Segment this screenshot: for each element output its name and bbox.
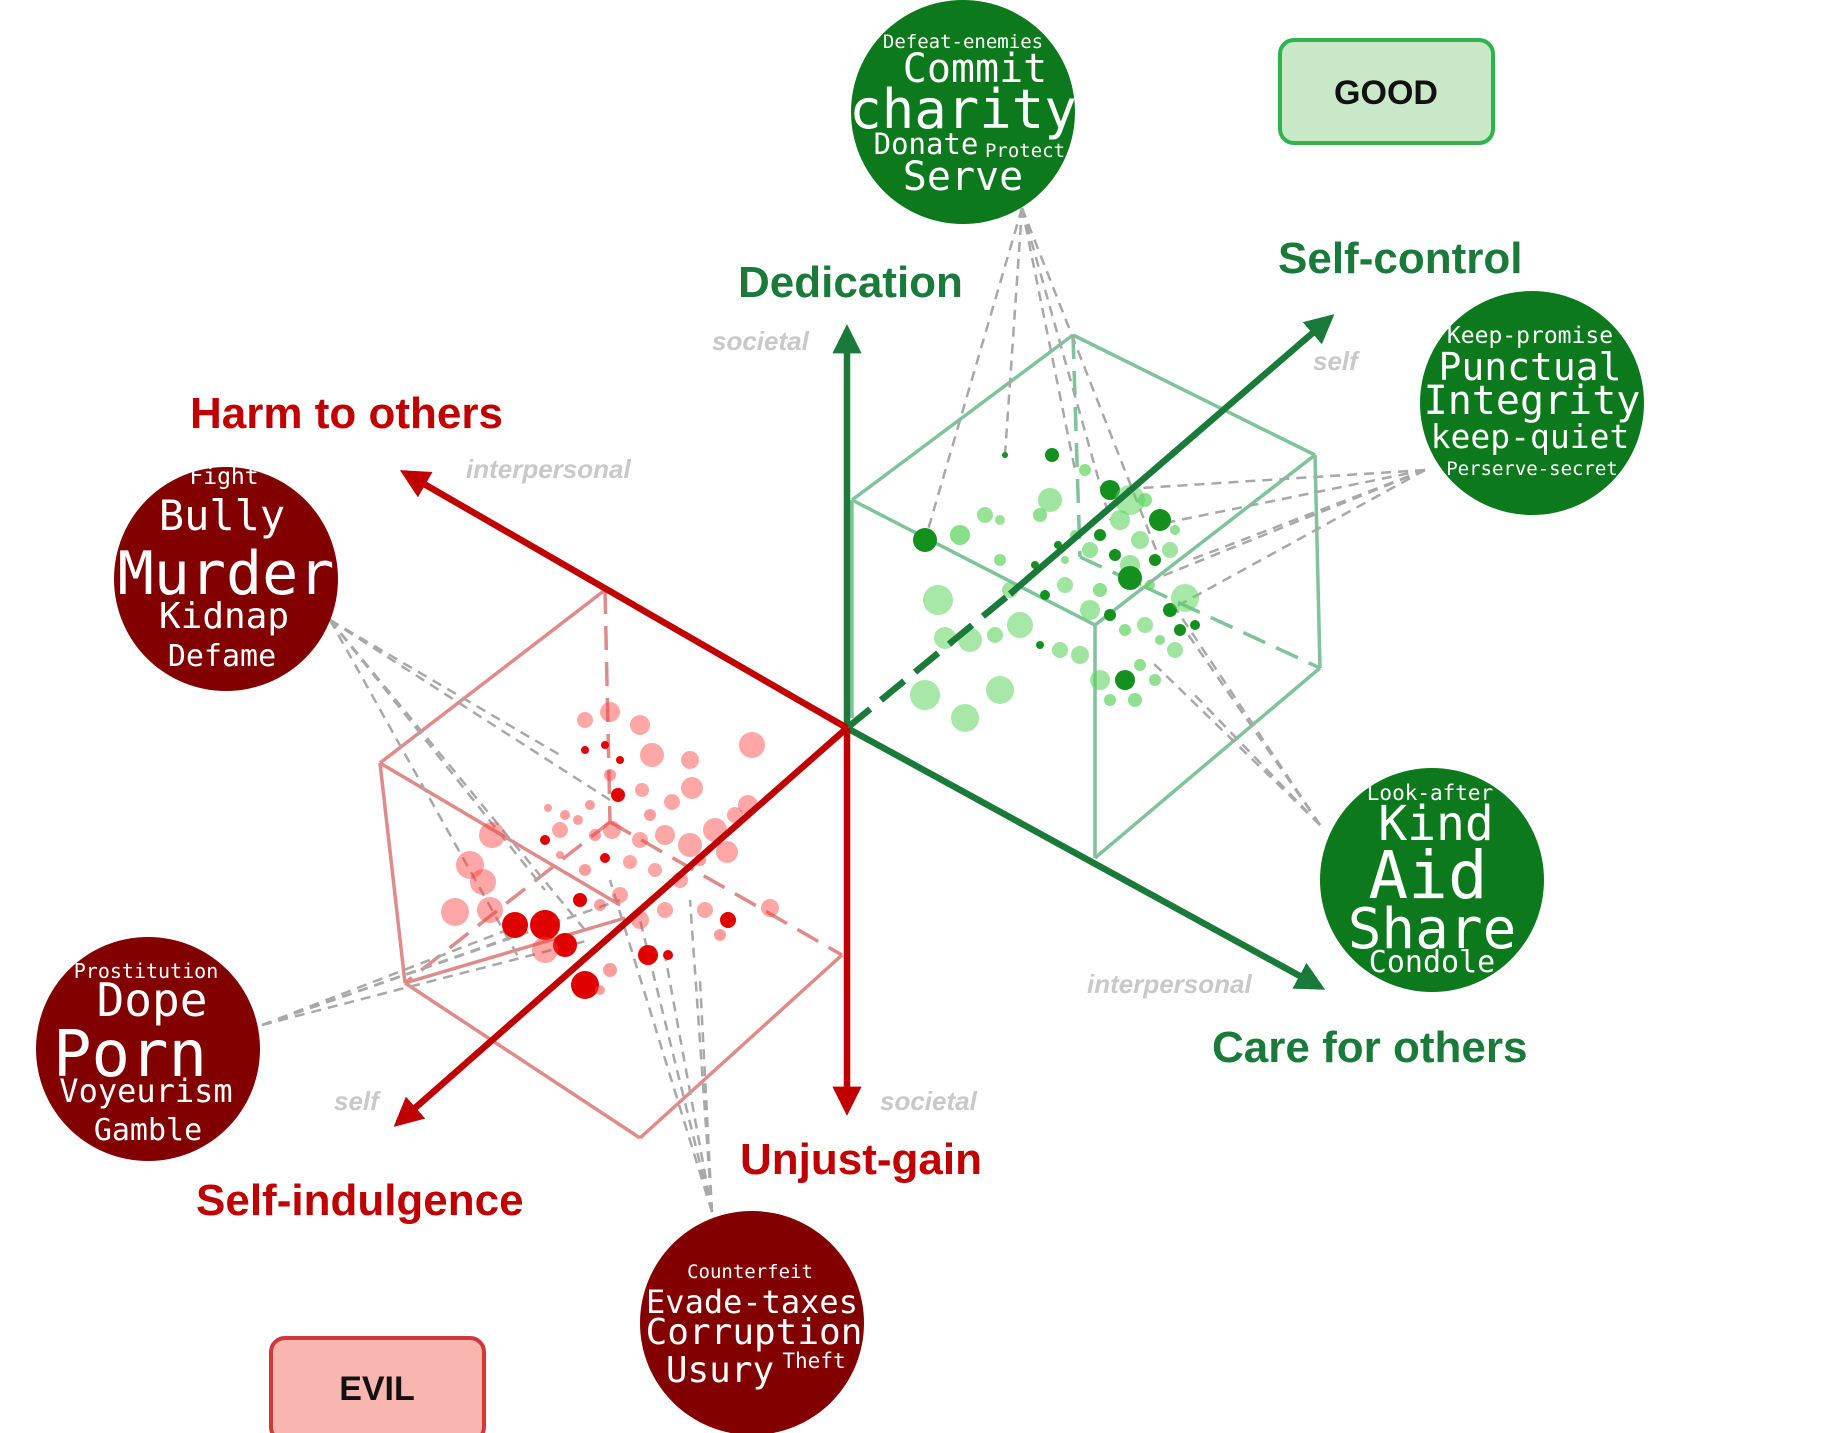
word-cloud-care: Look-after Kind Aid Share Condole [1320,768,1544,992]
word-cloud-self-control: Keep-promise Punctual Integrity keep-qui… [1420,291,1644,515]
cloud-word: Evade-taxes [646,1283,858,1321]
cloud-word: Serve [903,154,1023,200]
scope-label-societal-bottom: societal [880,1086,978,1116]
cloud-word: Voyeurism [59,1072,232,1110]
cloud-word: Aid [1368,837,1487,914]
good-label: GOOD [1334,74,1438,112]
scope-label-interpersonal-top: interpersonal [466,454,631,484]
word-cloud-unjust: Counterfeit Evade-taxes Corruption Usury… [640,1211,864,1433]
axis-title-dedication: Dedication [738,258,963,307]
cloud-word: Murder [118,539,335,609]
axis-title-unjust-gain: Unjust-gain [740,1135,982,1184]
cloud-word: Prostitution [74,959,219,983]
scope-label-societal-top: societal [712,326,810,356]
cloud-word: Condole [1369,945,1495,980]
cloud-word: Counterfeit [687,1261,813,1283]
cloud-word: Porn [53,1018,207,1092]
cloud-word: Usury [666,1350,774,1391]
good-axes [832,314,1335,990]
cloud-word: Gamble [94,1113,202,1148]
cloud-word: Fight [189,464,258,490]
cloud-word: Defame [168,639,276,674]
word-cloud-harm: Fight Bully Murder Kidnap Defame [114,464,338,691]
cloud-word: Corruption [646,1312,863,1353]
evil-label: EVIL [339,1370,415,1408]
scope-label-self-top: self [1313,346,1360,376]
cloud-word: Commit [903,46,1048,92]
cloud-word: Keep-promise [1447,323,1613,349]
cloud-word: Share [1348,897,1517,962]
good-scatter [910,448,1200,732]
cloud-word: Look-after [1367,781,1493,805]
evil-label-box: EVIL [269,1336,486,1433]
cloud-word: charity [849,78,1077,141]
cloud-word: Perserve-secret [1446,458,1618,480]
good-cube [850,333,1322,860]
cloud-word: Kind [1378,796,1494,852]
cloud-word: keep-quiet [1431,417,1630,456]
cloud-word: Donate [874,127,979,161]
cloud-word: Protect [985,140,1065,162]
axis-title-self-indulgence: Self-indulgence [196,1176,524,1225]
axis-title-self-control: Self-control [1278,234,1522,283]
cloud-word: Bully [159,491,285,540]
axis-title-care-for-others: Care for others [1212,1023,1527,1072]
cloud-word: Theft [782,1349,845,1373]
cloud-word: Dope [97,973,208,1027]
word-cloud-indulgence: Prostitution Dope Porn Voyeurism Gamble [36,937,260,1161]
axis-title-harm-to-others: Harm to others [190,389,503,438]
cloud-word: Integrity [1424,378,1641,424]
good-label-box: GOOD [1278,38,1495,145]
scope-label-interpersonal-bottom: interpersonal [1087,969,1252,999]
cloud-word: Punctual [1438,345,1621,389]
cloud-word: Defeat-enemies [883,31,1043,53]
cloud-word: Kidnap [159,596,289,637]
evil-cube [378,588,844,1140]
word-cloud-dedication: Defeat-enemies Commit charity Donate Pro… [849,0,1077,224]
evil-axes [393,470,862,1127]
scope-label-self-bottom: self [334,1086,381,1116]
